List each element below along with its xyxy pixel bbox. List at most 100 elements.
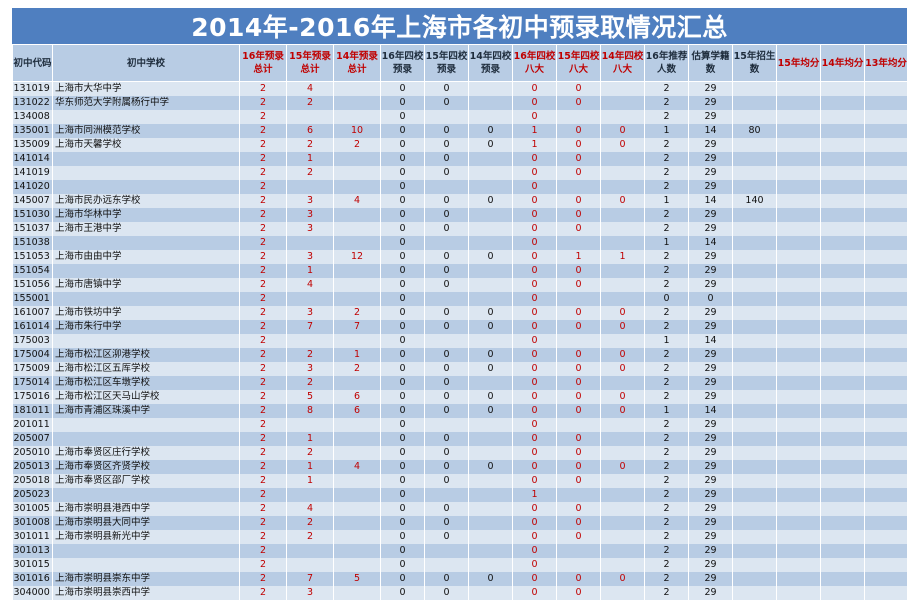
value-cell: 0 <box>556 208 601 222</box>
school-code-cell: 151053 <box>12 250 53 264</box>
value-cell: 0 <box>380 558 425 572</box>
value-cell: 0 <box>512 292 557 306</box>
value-cell: 29 <box>688 348 733 362</box>
value-cell: 0 <box>380 138 425 152</box>
value-cell <box>468 544 513 558</box>
value-cell <box>732 586 777 600</box>
value-cell <box>776 348 821 362</box>
value-cell <box>600 502 645 516</box>
value-cell: 29 <box>688 96 733 110</box>
table-row: 151054 2 1 0 0 0 0 2 29 <box>12 264 908 278</box>
value-cell <box>732 110 777 124</box>
value-cell: 2 <box>644 306 689 320</box>
value-cell <box>776 124 821 138</box>
value-cell <box>600 166 645 180</box>
value-cell <box>732 222 777 236</box>
value-cell: 29 <box>688 166 733 180</box>
value-cell: 0 <box>380 446 425 460</box>
value-cell <box>776 362 821 376</box>
value-cell <box>333 586 381 600</box>
value-cell: 2 <box>239 530 287 544</box>
value-cell: 2 <box>239 474 287 488</box>
value-cell <box>333 236 381 250</box>
value-cell <box>864 530 908 544</box>
value-cell <box>732 348 777 362</box>
value-cell <box>864 334 908 348</box>
value-cell: 6 <box>333 404 381 418</box>
value-cell <box>776 446 821 460</box>
value-cell: 2 <box>644 418 689 432</box>
value-cell: 2 <box>286 166 334 180</box>
value-cell <box>600 474 645 488</box>
value-cell: 0 <box>600 404 645 418</box>
value-cell: 5 <box>286 390 334 404</box>
value-cell <box>468 516 513 530</box>
value-cell: 0 <box>556 404 601 418</box>
value-cell: 3 <box>286 208 334 222</box>
value-cell: 29 <box>688 278 733 292</box>
value-cell <box>776 208 821 222</box>
value-cell: 2 <box>644 376 689 390</box>
value-cell <box>864 110 908 124</box>
value-cell: 2 <box>286 96 334 110</box>
value-cell: 0 <box>600 194 645 208</box>
value-cell <box>732 306 777 320</box>
value-cell: 0 <box>512 222 557 236</box>
value-cell <box>600 110 645 124</box>
value-cell <box>732 362 777 376</box>
value-cell <box>776 320 821 334</box>
school-name-cell: 上海市由由中学 <box>52 250 240 264</box>
value-cell <box>424 418 469 432</box>
value-cell: 29 <box>688 516 733 530</box>
value-cell <box>820 306 865 320</box>
value-cell <box>820 292 865 306</box>
value-cell: 2 <box>239 390 287 404</box>
value-cell: 0 <box>380 488 425 502</box>
value-cell <box>600 418 645 432</box>
value-cell <box>333 418 381 432</box>
value-cell: 0 <box>424 81 469 96</box>
value-cell <box>600 236 645 250</box>
value-cell: 0 <box>468 306 513 320</box>
value-cell: 14 <box>688 124 733 138</box>
value-cell <box>333 81 381 96</box>
value-cell: 0 <box>556 502 601 516</box>
value-cell <box>732 320 777 334</box>
value-cell: 2 <box>239 180 287 194</box>
value-cell: 0 <box>468 124 513 138</box>
table-row: 135009 上海市天馨学校 2 2 2 0 0 0 1 0 0 2 29 <box>12 138 908 152</box>
value-cell: 29 <box>688 586 733 600</box>
school-name-cell <box>52 166 240 180</box>
value-cell <box>820 376 865 390</box>
school-code-cell: 151030 <box>12 208 53 222</box>
table-row: 151053 上海市由由中学 2 3 12 0 0 0 0 1 1 2 29 <box>12 250 908 264</box>
value-cell <box>468 488 513 502</box>
value-cell: 2 <box>239 124 287 138</box>
school-name-cell: 上海市崇明县崇东中学 <box>52 572 240 586</box>
value-cell <box>333 166 381 180</box>
school-code-cell: 175009 <box>12 362 53 376</box>
value-cell <box>732 530 777 544</box>
value-cell: 0 <box>424 152 469 166</box>
value-cell: 0 <box>424 586 469 600</box>
value-cell <box>333 376 381 390</box>
school-code-cell: 205007 <box>12 432 53 446</box>
value-cell <box>776 278 821 292</box>
value-cell: 2 <box>239 208 287 222</box>
value-cell: 0 <box>380 530 425 544</box>
school-code-cell: 141020 <box>12 180 53 194</box>
value-cell <box>732 404 777 418</box>
value-cell <box>556 292 601 306</box>
value-cell: 29 <box>688 180 733 194</box>
value-cell: 0 <box>556 96 601 110</box>
value-cell: 0 <box>380 264 425 278</box>
value-cell <box>732 376 777 390</box>
column-header: 初中代码 <box>12 44 53 82</box>
value-cell: 2 <box>644 208 689 222</box>
value-cell: 29 <box>688 390 733 404</box>
value-cell: 0 <box>424 572 469 586</box>
value-cell <box>864 502 908 516</box>
value-cell: 2 <box>333 362 381 376</box>
value-cell: 0 <box>512 96 557 110</box>
value-cell: 2 <box>239 516 287 530</box>
